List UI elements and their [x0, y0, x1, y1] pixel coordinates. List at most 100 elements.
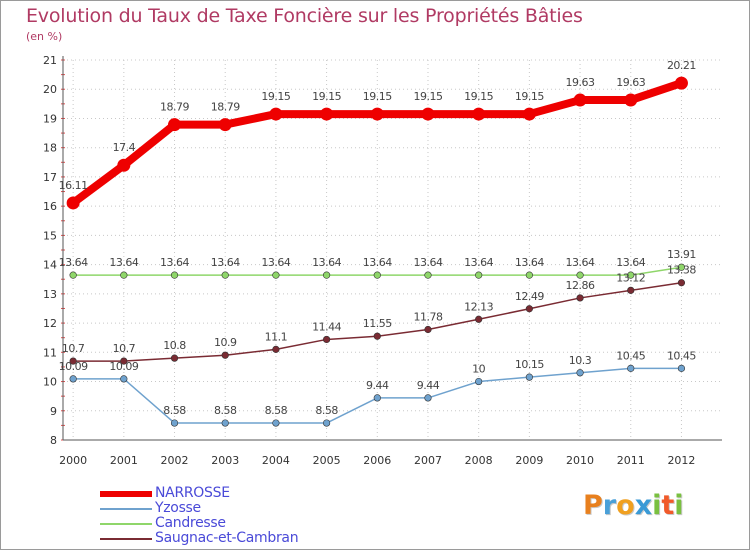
- logo-letter: i: [652, 490, 662, 521]
- x-tick-label: 2010: [566, 454, 594, 467]
- data-label: 13.64: [109, 256, 138, 269]
- data-point: [475, 271, 483, 279]
- data-point: [323, 419, 331, 427]
- data-point: [170, 354, 179, 362]
- data-label: 19.15: [413, 90, 442, 103]
- data-label: 11.55: [363, 317, 392, 330]
- data-point: [66, 196, 80, 210]
- data-point: [373, 332, 381, 340]
- data-label: 16.11: [59, 179, 88, 192]
- logo-letter: o: [616, 490, 635, 521]
- data-label: 11.44: [312, 320, 341, 333]
- data-point: [576, 369, 584, 377]
- data-point: [373, 271, 381, 279]
- data-label: 13.91: [667, 248, 696, 261]
- data-point: [120, 357, 128, 365]
- y-tick-label: 14: [43, 259, 57, 272]
- legend-item: NARROSSE: [100, 485, 360, 501]
- legend-label: Yzosse: [155, 500, 201, 516]
- data-point: [424, 394, 432, 402]
- x-tick-label: 2009: [515, 454, 543, 467]
- data-label: 13.38: [667, 264, 696, 277]
- y-tick-label: 17: [43, 171, 57, 184]
- data-label: 20.21: [667, 59, 696, 72]
- x-tick-label: 2002: [161, 454, 189, 467]
- data-point: [221, 351, 229, 359]
- data-point: [218, 118, 232, 132]
- data-point: [525, 373, 533, 381]
- data-point: [168, 118, 182, 132]
- data-label: 13.64: [211, 256, 240, 269]
- legend-swatch: [100, 523, 152, 525]
- y-tick-label: 11: [43, 346, 57, 359]
- legend-item: Saugnac-et-Cambran: [100, 530, 360, 546]
- data-point: [573, 93, 587, 107]
- data-point: [323, 335, 331, 344]
- data-label: 10: [472, 363, 485, 376]
- y-tick-label: 18: [43, 142, 57, 155]
- data-label: 10.15: [515, 358, 544, 371]
- data-point: [475, 377, 483, 386]
- data-point: [424, 271, 432, 279]
- data-point: [424, 325, 432, 334]
- y-tick-label: 16: [43, 200, 57, 213]
- data-point: [624, 93, 638, 107]
- data-label: 10.09: [59, 360, 88, 373]
- data-point: [69, 271, 77, 279]
- data-label: 13.64: [616, 256, 645, 269]
- data-point: [221, 419, 229, 427]
- legend-item: Candresse: [100, 515, 360, 531]
- data-label: 13.64: [363, 256, 392, 269]
- data-point: [421, 107, 435, 121]
- data-label: 12.13: [464, 300, 493, 313]
- data-label: 10.45: [667, 349, 696, 362]
- data-point: [472, 107, 486, 121]
- data-label: 9.44: [366, 379, 389, 392]
- data-label: 19.15: [261, 90, 290, 103]
- data-label: 13.64: [566, 256, 595, 269]
- data-label: 11.1: [265, 330, 288, 343]
- data-label: 13.64: [261, 256, 290, 269]
- data-label: 13.64: [515, 256, 544, 269]
- y-tick-label: 21: [43, 54, 57, 67]
- data-label: 8.58: [265, 404, 288, 417]
- data-point: [272, 345, 280, 353]
- data-point: [69, 357, 77, 365]
- data-label: 18.79: [160, 101, 189, 114]
- y-tick-label: 9: [50, 405, 57, 418]
- x-tick-label: 2003: [211, 454, 239, 467]
- logo-letter: i: [674, 490, 684, 521]
- data-label: 19.15: [312, 90, 341, 103]
- data-label: 13.64: [160, 256, 189, 269]
- data-point: [170, 419, 179, 427]
- data-point: [525, 305, 533, 313]
- data-point: [525, 271, 533, 279]
- data-label: 10.45: [616, 349, 645, 362]
- y-tick-label: 19: [43, 112, 57, 125]
- data-point: [120, 375, 128, 383]
- data-label: 19.63: [566, 76, 595, 89]
- logo-letter: P: [583, 490, 603, 521]
- data-point: [370, 107, 384, 121]
- logo-letter: r: [602, 490, 617, 521]
- proxiti-logo: Proxiti: [583, 490, 684, 521]
- data-point: [269, 107, 283, 121]
- data-point: [320, 107, 334, 121]
- x-tick-label: 2012: [667, 454, 695, 467]
- legend: NARROSSE Yzosse Candresse Saugnac-et-Cambra…: [100, 485, 360, 546]
- legend-swatch: [100, 491, 152, 497]
- logo-letter: x: [634, 490, 653, 521]
- data-label: 10.09: [109, 360, 138, 373]
- legend-label: Saugnac-et-Cambran: [155, 530, 299, 546]
- y-tick-label: 10: [43, 376, 57, 389]
- legend-swatch: [100, 508, 152, 510]
- y-tick-label: 15: [43, 229, 57, 242]
- legend-label: NARROSSE: [155, 485, 230, 501]
- data-label: 13.64: [413, 256, 442, 269]
- data-point: [272, 419, 280, 427]
- y-tick-label: 12: [43, 317, 57, 330]
- x-tick-label: 2007: [414, 454, 442, 467]
- data-point: [323, 271, 331, 279]
- legend-label: Candresse: [155, 515, 226, 531]
- data-label: 18.79: [211, 101, 240, 114]
